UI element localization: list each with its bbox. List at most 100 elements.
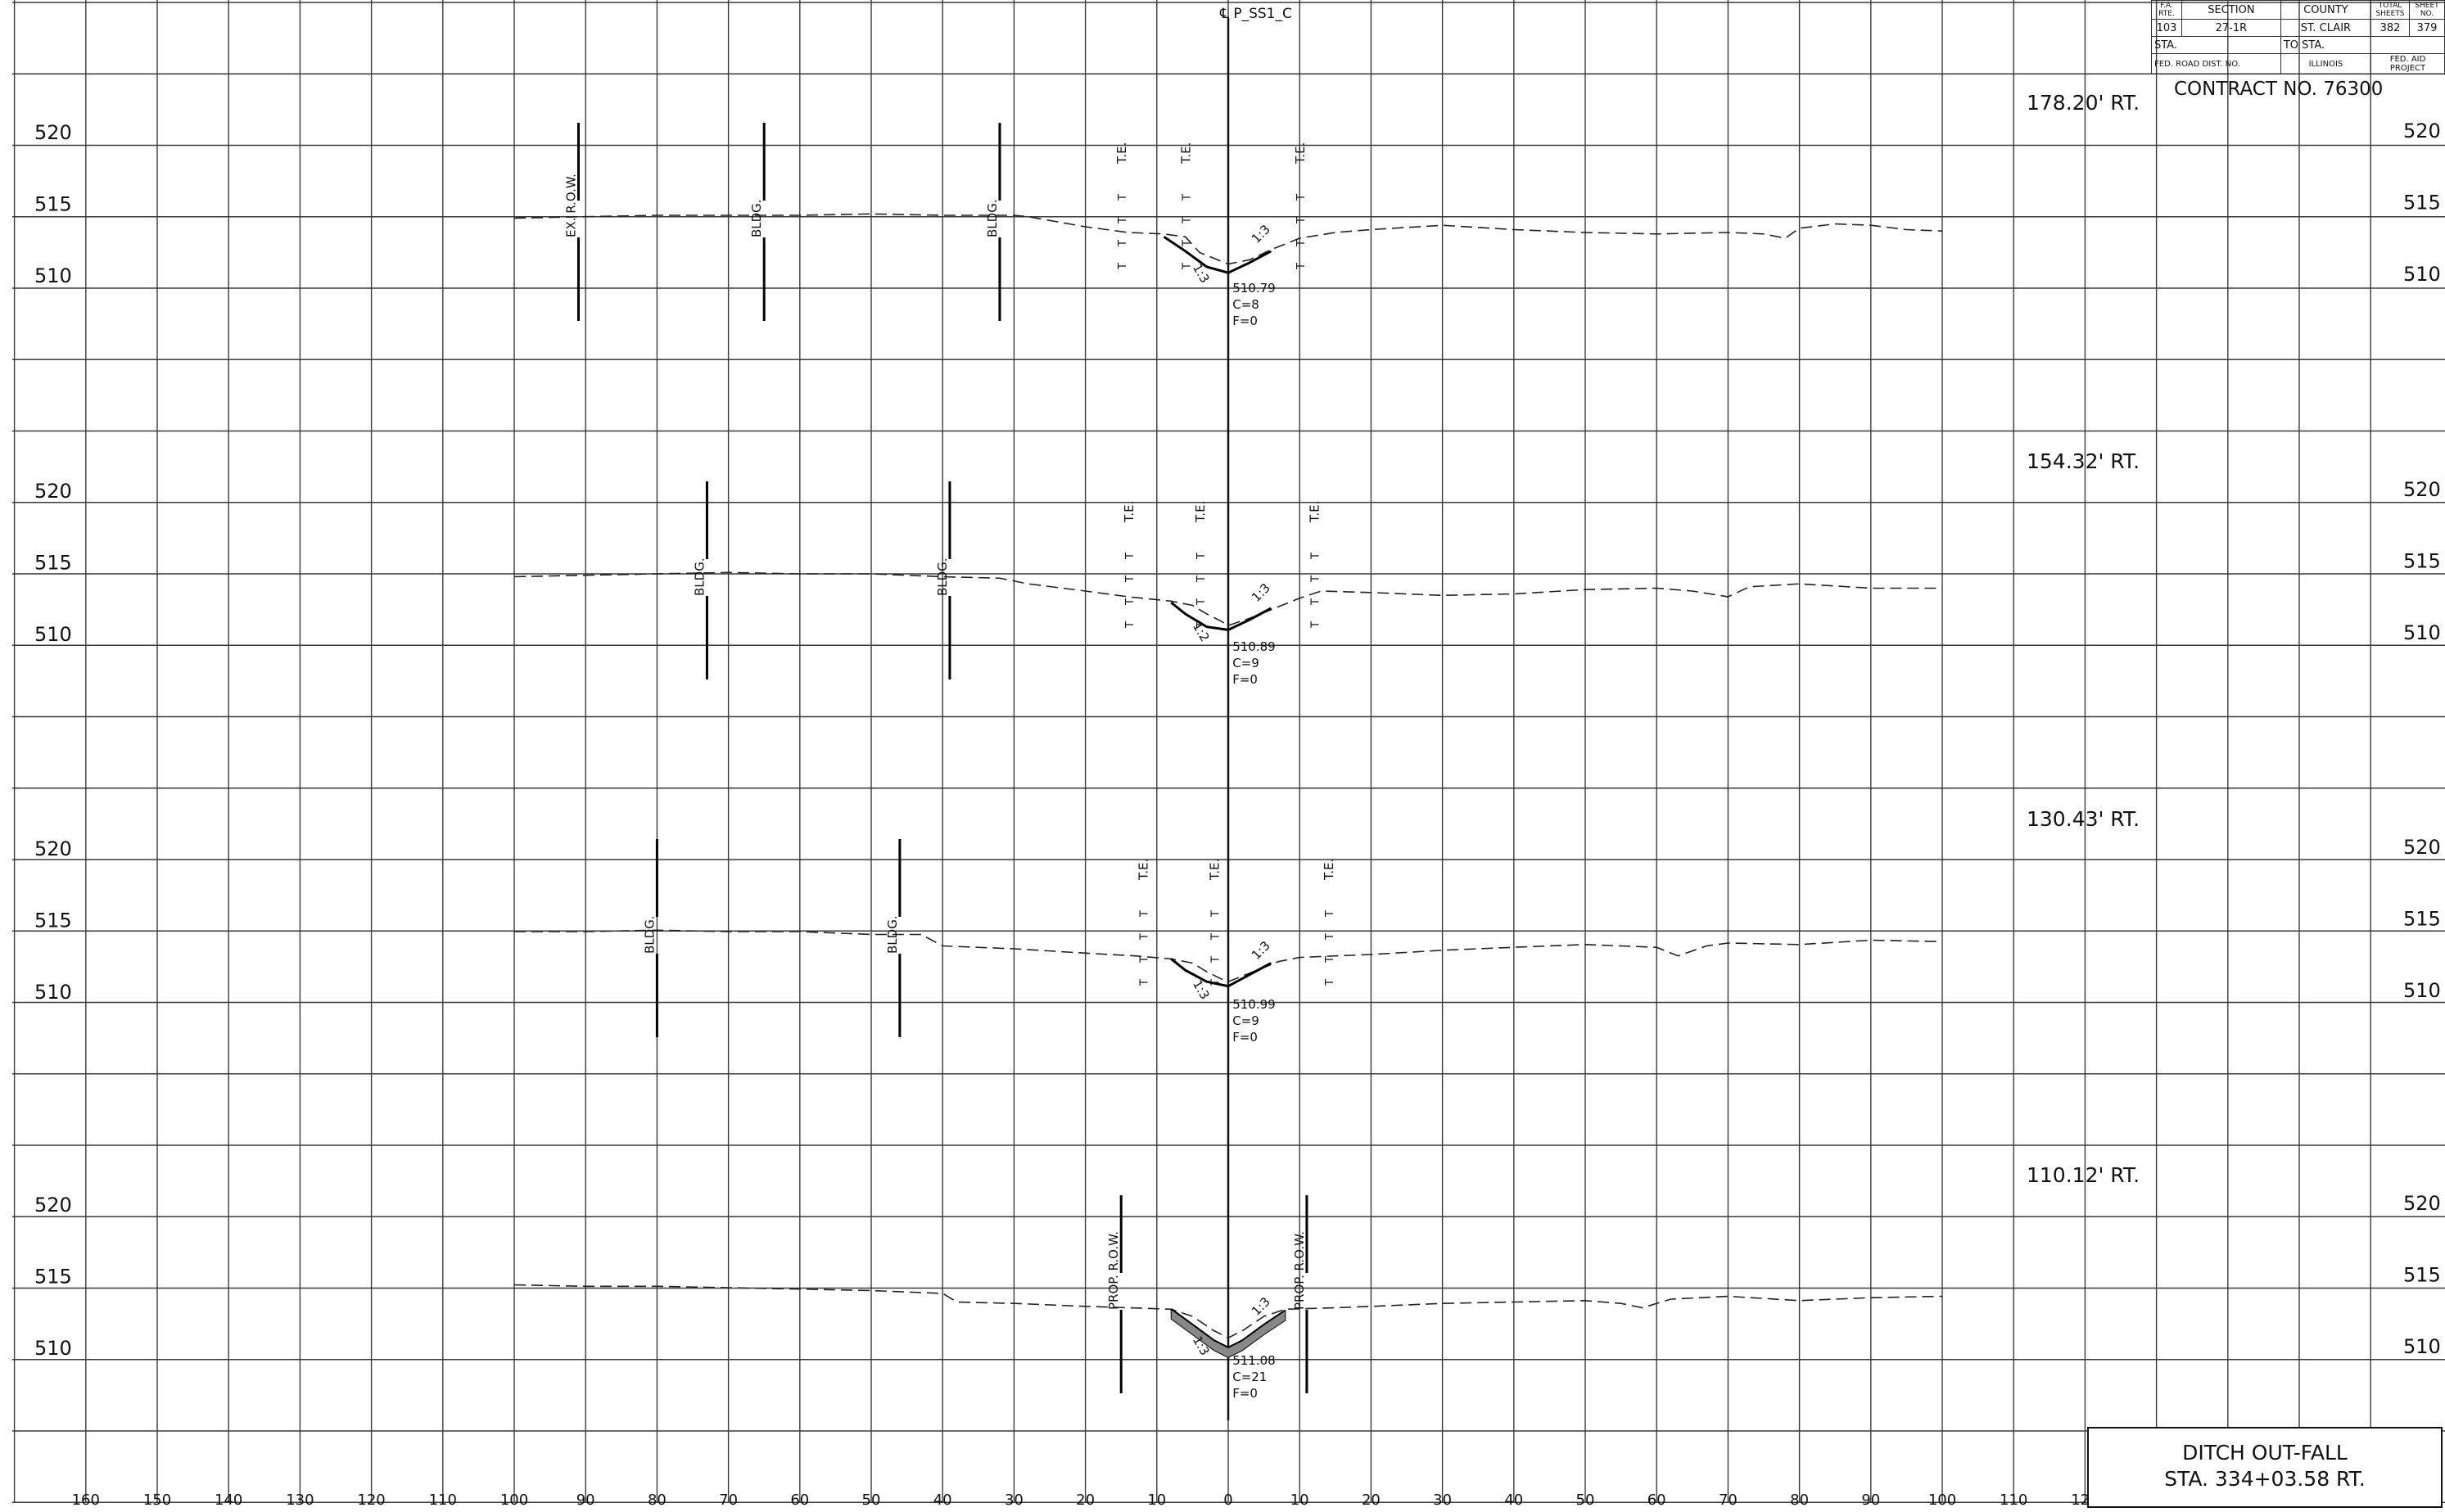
marker-label: PROP. R.O.W. — [1106, 1231, 1121, 1310]
offset-tick-label: 10 — [1147, 1492, 1166, 1509]
easement-tick: T — [1182, 194, 1194, 201]
easement-tick: T — [1210, 933, 1222, 941]
easement-tick: T — [1138, 979, 1150, 986]
elevation-label-left: 510 — [34, 264, 72, 287]
offset-tick-label: 100 — [1928, 1492, 1956, 1509]
marker-label: EX. R.O.W. — [563, 174, 578, 237]
offset-tick-label: 0 — [1223, 1492, 1232, 1509]
marker-label: BLDG. — [642, 915, 657, 954]
easement-tick: T — [1195, 621, 1208, 629]
offset-tick-label: 80 — [1790, 1492, 1809, 1509]
section-offset-label: 154.32' RT. — [2027, 449, 2140, 473]
easement-tick: T — [1117, 194, 1129, 201]
elevation-label-left: 520 — [34, 837, 72, 860]
fed-aid-label: FED. AID PROJECT — [2370, 53, 2445, 74]
fill-label: F=0 — [1232, 672, 1258, 687]
elevation-label-right: 520 — [2403, 120, 2441, 142]
existing-ground-line — [514, 929, 1943, 983]
elevation-label-left: 520 — [34, 121, 72, 144]
slope-label-right: 1:3 — [1249, 938, 1273, 963]
title-block: F.A. RTE. SECTION COUNTY TOTAL SHEETS SH… — [2151, 0, 2445, 103]
offset-tick-label: 50 — [862, 1492, 881, 1509]
centerline: ℄ P_SS1_C — [1219, 6, 1292, 1420]
elevation-labels: 520 520 515 515 510 510 520 520 515 515 510 510 520 5… — [34, 120, 2441, 1360]
slope-label-right: 1:3 — [1249, 580, 1273, 605]
easement-tick: T — [1124, 575, 1137, 583]
offset-tick-label: 40 — [933, 1492, 952, 1509]
offset-tick-label: 20 — [1362, 1492, 1381, 1509]
proposed-ditch-line — [1170, 958, 1272, 988]
temporary-easement-label: T.E. — [1308, 501, 1322, 523]
offset-tick-label: 20 — [1076, 1492, 1095, 1509]
offset-tick-label: 140 — [215, 1492, 242, 1509]
easement-tick: T — [1195, 575, 1208, 583]
cut-label: C=21 — [1232, 1370, 1267, 1384]
easement-tick: T — [1310, 598, 1322, 606]
existing-ground-line — [513, 571, 1942, 626]
total-sheets-label: TOTAL SHEETS — [2370, 0, 2410, 20]
sheet-title-box: DITCH OUT-FALL STA. 334+03.58 RT. — [2087, 1427, 2443, 1508]
cut-label: C=8 — [1232, 297, 1259, 312]
slope-label-right: 1:3 — [1249, 1294, 1273, 1319]
elevation-label-left: 510 — [34, 981, 72, 1004]
easement-tick: T — [1210, 979, 1222, 986]
easement-tick: T — [1210, 956, 1222, 964]
elevation-label-left: 515 — [34, 552, 72, 575]
elevation-label-right: 520 — [2403, 478, 2441, 501]
easement-tick: T — [1138, 910, 1150, 918]
total-sheets: 382 — [2370, 19, 2410, 37]
elevation-label-left: 520 — [34, 480, 72, 503]
existing-ground-line — [513, 213, 1943, 265]
easement-tick: T — [1124, 553, 1137, 560]
fill-label: F=0 — [1232, 1386, 1258, 1401]
offset-tick-label: 10 — [1290, 1492, 1309, 1509]
section-offset-label: 178.20' RT. — [2027, 91, 2140, 115]
easement-tick: T — [1210, 910, 1222, 918]
ditch-elevation-label: 510.89 — [1232, 639, 1276, 654]
offset-tick-label: 130 — [286, 1492, 314, 1509]
fa-rte: 103 — [2151, 19, 2182, 37]
easement-tick: T — [1124, 598, 1137, 606]
section-offset-label: 130.43' RT. — [2027, 807, 2140, 831]
offset-tick-label: 110 — [429, 1492, 457, 1509]
offset-tick-label: 60 — [1647, 1492, 1666, 1509]
sheet-title-line2: STA. 334+03.58 RT. — [2164, 1467, 2366, 1491]
temporary-easement-label: T.E. — [1193, 501, 1208, 523]
easement-tick: T — [1182, 240, 1194, 247]
offset-tick-label: 100 — [500, 1492, 528, 1509]
offset-tick-label: 160 — [72, 1492, 100, 1509]
slope-label-right: 1:3 — [1249, 222, 1273, 246]
sta-label: STA. — [2151, 36, 2281, 54]
easement-tick: T — [1195, 553, 1208, 560]
county-value: ST. CLAIR — [2280, 19, 2372, 37]
elevation-label-right: 510 — [2403, 621, 2441, 644]
elevation-label-left: 515 — [34, 909, 72, 932]
centerline-label: ℄ P_SS1_C — [1219, 6, 1292, 22]
section-value: 27-1R — [2181, 19, 2281, 37]
offset-tick-label: 40 — [1504, 1492, 1523, 1509]
offset-tick-label: 90 — [1861, 1492, 1880, 1509]
easement-tick: T — [1295, 240, 1308, 247]
easement-tick: T — [1117, 240, 1129, 247]
existing-ground-line — [513, 1284, 1943, 1339]
offset-tick-label: 150 — [143, 1492, 171, 1509]
easement-tick: T — [1324, 910, 1336, 918]
easement-tick: T — [1324, 933, 1336, 941]
marker-label: BLDG. — [692, 557, 707, 596]
temporary-easement-label: T.E. — [1208, 859, 1222, 881]
marker-label: BLDG. — [885, 915, 900, 954]
easement-tick: T — [1195, 598, 1208, 606]
sheet-no: 379 — [2409, 19, 2445, 37]
easement-tick: T — [1295, 263, 1308, 270]
elevation-label-left: 520 — [34, 1194, 72, 1216]
cut-label: C=9 — [1232, 656, 1259, 670]
riprap-hatch — [1170, 1308, 1286, 1359]
marker-label: BLDG. — [749, 199, 764, 237]
temporary-easement-label: T.E. — [1136, 859, 1150, 881]
temporary-easement-label: T.E. — [1293, 142, 1308, 165]
